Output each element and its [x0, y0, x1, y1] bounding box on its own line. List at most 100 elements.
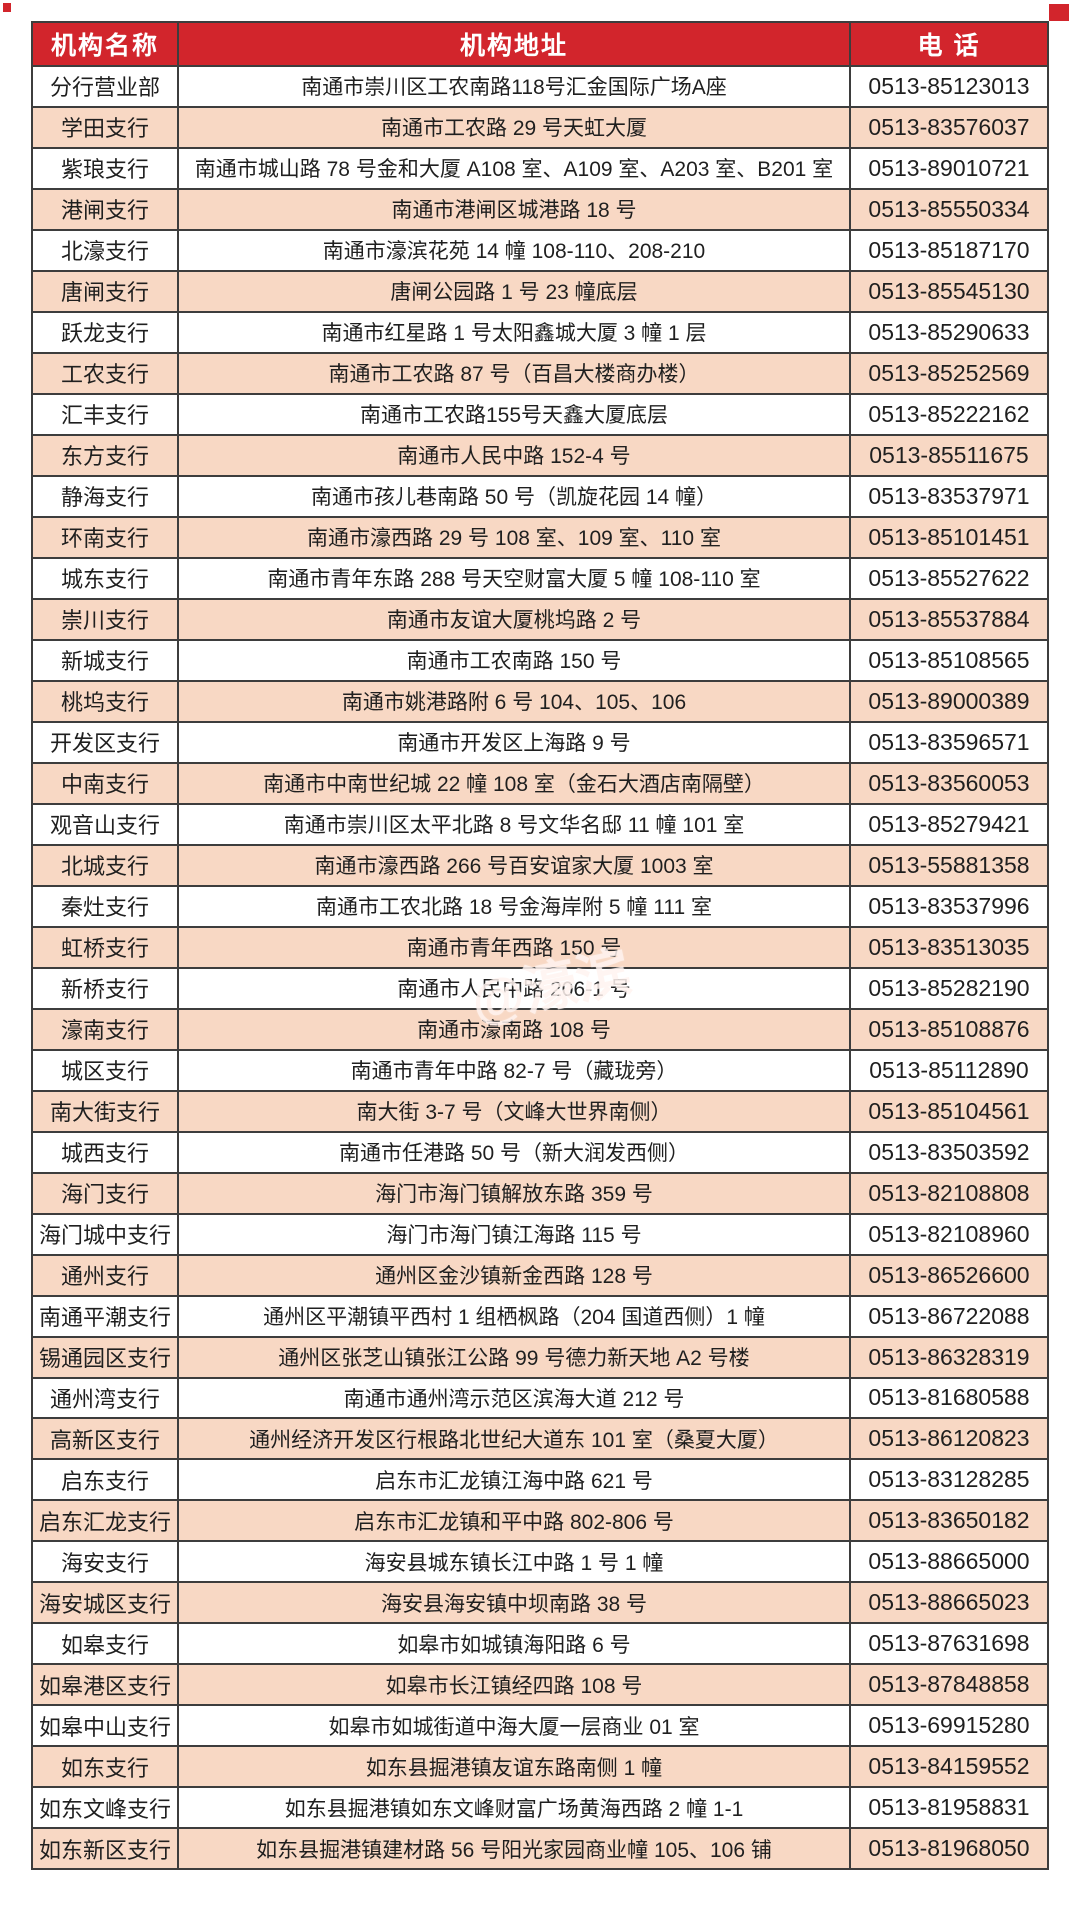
branch-address-cell: 南大街 3-7 号（文峰大世界南侧）: [179, 1091, 851, 1131]
branch-phone-cell: 0513-85279421: [868, 810, 1030, 837]
branch-address-cell: 如皋市如城街道中海大厦一层商业 01 室: [179, 1706, 851, 1746]
branch-name-cell: 北濠支行: [33, 230, 179, 270]
table-row: 港闸支行 南通市港闸区城港路 18 号 0513-85550334: [33, 189, 1047, 231]
table-row: 桃坞支行 南通市姚港路附 6 号 104、105、106 0513-89000389: [33, 681, 1047, 723]
table-row: 观音山支行 南通市崇川区太平北路 8 号文华名邸 11 幢 101 室 0513-8…: [33, 804, 1047, 846]
table-header-row: 机构名称 机构地址 电 话: [33, 23, 1047, 67]
branch-address-cell: 海安县城东镇长江中路 1 号 1 幢: [179, 1542, 851, 1582]
branch-address-cell: 南通市濠南路 108 号: [179, 1009, 851, 1049]
branch-name-cell: 观音山支行: [33, 804, 179, 844]
branch-address-cell: 南通市任港路 50 号（新大润发西侧）: [179, 1132, 851, 1172]
branch-name-cell: 中南支行: [33, 763, 179, 803]
branch-address-cell: 南通市孩儿巷南路 50 号（凯旋花园 14 幢）: [179, 476, 851, 516]
branch-address-cell: 如东县掘港镇如东文峰财富广场黄海西路 2 幢 1-1: [179, 1788, 851, 1828]
branch-name-cell: 崇川支行: [33, 599, 179, 639]
branch-phone-cell: 0513-83513035: [868, 933, 1030, 960]
branch-name-cell: 南通平潮支行: [33, 1296, 179, 1336]
branch-name-cell: 紫琅支行: [33, 148, 179, 188]
table-row: 环南支行 南通市濠西路 29 号 108 室、109 室、110 室 0513-85…: [33, 517, 1047, 559]
branch-phone-cell: 0513-83596571: [868, 728, 1030, 755]
branch-name-cell: 港闸支行: [33, 189, 179, 229]
branch-name-cell: 新桥支行: [33, 968, 179, 1008]
branch-phone-cell: 0513-83537996: [868, 892, 1030, 919]
table-row: 东方支行 南通市人民中路 152-4 号 0513-85511675: [33, 435, 1047, 477]
branch-phone-cell: 0513-82108960: [868, 1220, 1030, 1247]
table-row: 城西支行 南通市任港路 50 号（新大润发西侧） 0513-83503592: [33, 1132, 1047, 1174]
branch-name-cell: 通州支行: [33, 1255, 179, 1295]
branch-phone-cell: 0513-85282190: [868, 974, 1030, 1001]
branch-table: 机构名称 机构地址 电 话 分行营业部 南通市崇川区工农南路118号汇金国际广场A…: [31, 21, 1049, 1870]
table-row: 北城支行 南通市濠西路 266 号百安谊家大厦 1003 室 0513-558813…: [33, 845, 1047, 887]
table-row: 通州湾支行 南通市通州湾示范区滨海大道 212 号 0513-81680588: [33, 1378, 1047, 1420]
branch-name-cell: 海门支行: [33, 1173, 179, 1213]
branch-address-cell: 南通市港闸区城港路 18 号: [179, 189, 851, 229]
branch-name-cell: 唐闸支行: [33, 271, 179, 311]
table-row: 分行营业部 南通市崇川区工农南路118号汇金国际广场A座 0513-85123013: [33, 67, 1047, 108]
branch-address-cell: 如东县掘港镇建材路 56 号阳光家园商业幢 105、106 铺: [179, 1829, 851, 1869]
table-row: 锡通园区支行 通州区张芝山镇张江公路 99 号德力新天地 A2 号楼 0513-86…: [33, 1337, 1047, 1379]
table-row: 崇川支行 南通市友谊大厦桃坞路 2 号 0513-85537884: [33, 599, 1047, 641]
branch-phone-cell: 0513-88665023: [868, 1589, 1030, 1616]
branch-name-cell: 高新区支行: [33, 1419, 179, 1459]
branch-address-cell: 如皋市长江镇经四路 108 号: [179, 1665, 851, 1705]
branch-name-cell: 启东支行: [33, 1460, 179, 1500]
branch-address-cell: 如皋市如城镇海阳路 6 号: [179, 1624, 851, 1664]
table-row: 汇丰支行 南通市工农路155号天鑫大厦底层 0513-85222162: [33, 394, 1047, 436]
branch-name-cell: 城东支行: [33, 558, 179, 598]
table-row: 学田支行 南通市工农路 29 号天虹大厦 0513-83576037: [33, 107, 1047, 149]
branch-name-cell: 学田支行: [33, 107, 179, 147]
branch-name-cell: 海门城中支行: [33, 1214, 179, 1254]
table-row: 海安支行 海安县城东镇长江中路 1 号 1 幢 0513-88665000: [33, 1542, 1047, 1584]
branch-address-cell: 南通市青年东路 288 号天空财富大厦 5 幢 108-110 室: [179, 558, 851, 598]
branch-phone-cell: 0513-85537884: [868, 605, 1030, 632]
branch-phone-cell: 0513-85545130: [868, 277, 1030, 304]
branch-phone-cell: 0513-82108808: [868, 1179, 1030, 1206]
table-row: 如东新区支行 如东县掘港镇建材路 56 号阳光家园商业幢 105、106 铺 051…: [33, 1829, 1047, 1869]
table-row: 工农支行 南通市工农路 87 号（百昌大楼商办楼） 0513-85252569: [33, 353, 1047, 395]
branch-name-cell: 如皋中山支行: [33, 1706, 179, 1746]
branch-address-cell: 通州区张芝山镇张江公路 99 号德力新天地 A2 号楼: [179, 1337, 851, 1377]
table-row: 如皋港区支行 如皋市长江镇经四路 108 号 0513-87848858: [33, 1665, 1047, 1707]
table-row: 启东支行 启东市汇龙镇江海中路 621 号 0513-83128285: [33, 1460, 1047, 1502]
table-row: 南通平潮支行 通州区平潮镇平西村 1 组栖枫路（204 国道西侧）1 幢 0513-…: [33, 1296, 1047, 1338]
table-row: 新桥支行 南通市人民中路 206-1 号 0513-85282190: [33, 968, 1047, 1010]
branch-name-cell: 北城支行: [33, 845, 179, 885]
branch-address-cell: 南通市工农南路 150 号: [179, 640, 851, 680]
branch-phone-cell: 0513-84159552: [868, 1753, 1030, 1780]
branch-address-cell: 南通市青年中路 82-7 号（藏珑旁）: [179, 1050, 851, 1090]
branch-address-cell: 启东市汇龙镇江海中路 621 号: [179, 1460, 851, 1500]
table-row: 通州支行 通州区金沙镇新金西路 128 号 0513-86526600: [33, 1255, 1047, 1297]
corner-artifact-right: [1049, 4, 1069, 21]
branch-name-cell: 如皋港区支行: [33, 1665, 179, 1705]
branch-phone-cell: 0513-83537971: [868, 482, 1030, 509]
table-row: 如东文峰支行 如东县掘港镇如东文峰财富广场黄海西路 2 幢 1-1 0513-819…: [33, 1788, 1047, 1830]
branch-address-cell: 南通市中南世纪城 22 幢 108 室（金石大酒店南隔壁）: [179, 763, 851, 803]
branch-phone-cell: 0513-85123013: [868, 72, 1030, 99]
branch-name-cell: 启东汇龙支行: [33, 1501, 179, 1541]
branch-address-cell: 南通市崇川区工农南路118号汇金国际广场A座: [179, 67, 851, 106]
branch-name-cell: 静海支行: [33, 476, 179, 516]
table-body: 分行营业部 南通市崇川区工农南路118号汇金国际广场A座 0513-85123013…: [33, 67, 1047, 1869]
branch-phone-cell: 0513-85511675: [869, 441, 1029, 468]
branch-address-cell: 海门市海门镇解放东路 359 号: [179, 1173, 851, 1213]
table-row: 北濠支行 南通市濠滨花苑 14 幢 108-110、208-210 0513-851…: [33, 230, 1047, 272]
branch-phone-cell: 0513-81680588: [868, 1384, 1030, 1411]
branch-address-cell: 南通市青年西路 150 号: [179, 927, 851, 967]
branch-address-cell: 如东县掘港镇友谊东路南侧 1 幢: [179, 1747, 851, 1787]
branch-phone-cell: 0513-81968050: [868, 1835, 1030, 1862]
branch-phone-cell: 0513-83650182: [868, 1507, 1030, 1534]
branch-name-cell: 跃龙支行: [33, 312, 179, 352]
branch-phone-cell: 0513-85187170: [868, 236, 1030, 263]
table-row: 海门城中支行 海门市海门镇江海路 115 号 0513-82108960: [33, 1214, 1047, 1256]
table-row: 秦灶支行 南通市工农北路 18 号金海岸附 5 幢 111 室 0513-83537…: [33, 886, 1047, 928]
table-row: 紫琅支行 南通市城山路 78 号金和大厦 A108 室、A109 室、A203 室…: [33, 148, 1047, 190]
branch-name-cell: 开发区支行: [33, 722, 179, 762]
table-row: 如皋支行 如皋市如城镇海阳路 6 号 0513-87631698: [33, 1624, 1047, 1666]
branch-phone-cell: 0513-85550334: [868, 195, 1030, 222]
table-row: 如东支行 如东县掘港镇友谊东路南侧 1 幢 0513-84159552: [33, 1747, 1047, 1789]
branch-name-cell: 如东支行: [33, 1747, 179, 1787]
table-row: 中南支行 南通市中南世纪城 22 幢 108 室（金石大酒店南隔壁） 0513-83…: [33, 763, 1047, 805]
branch-phone-cell: 0513-83560053: [868, 769, 1030, 796]
branch-name-cell: 虹桥支行: [33, 927, 179, 967]
